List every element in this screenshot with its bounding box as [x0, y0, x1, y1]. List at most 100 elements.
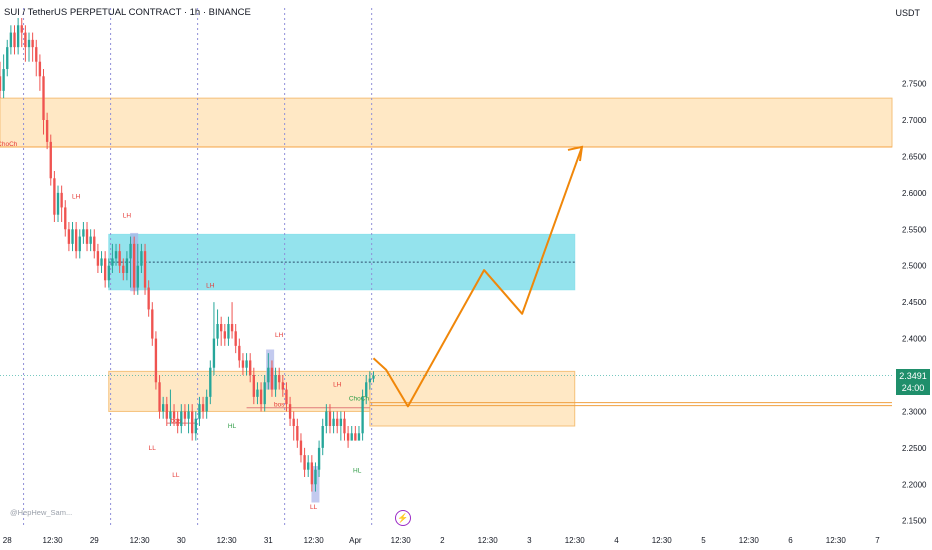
- candle-body-31: [111, 258, 114, 266]
- candle-body-62: [223, 331, 226, 339]
- x-tick-label-4: 30: [177, 536, 186, 545]
- candle-body-99: [357, 433, 361, 441]
- candle-body-47: [169, 411, 172, 419]
- y-tick-label-12: 2.1500: [902, 517, 927, 526]
- candle-body-54: [194, 418, 197, 434]
- x-tick-label-2: 29: [90, 536, 99, 545]
- candle-body-95: [343, 418, 346, 434]
- candle-body-6: [20, 25, 23, 33]
- candle-body-103: [372, 375, 375, 379]
- candle-body-46: [165, 404, 168, 419]
- candle-body-34: [122, 265, 125, 273]
- current-price-value: 2.3491: [899, 370, 927, 381]
- candle-body-26: [93, 236, 96, 252]
- lightning-icon[interactable]: ⚡: [395, 510, 411, 526]
- candle-body-92: [332, 418, 335, 426]
- candle-body-89: [321, 426, 324, 448]
- x-tick-label-13: 12:30: [565, 536, 586, 545]
- candle-body-73: [263, 382, 266, 405]
- candle-body-87: [314, 469, 317, 485]
- x-tick-label-0: 28: [3, 536, 12, 545]
- candle-countdown: 24:00: [901, 382, 925, 393]
- candle-body-55: [198, 404, 201, 419]
- candle-body-74: [267, 367, 270, 383]
- structure-label-6: bos: [274, 401, 285, 408]
- candle-body-2: [6, 47, 9, 69]
- candle-body-30: [107, 265, 110, 281]
- candle-body-57: [205, 396, 208, 412]
- x-tick-label-15: 12:30: [652, 536, 673, 545]
- candle-body-1: [2, 69, 5, 91]
- chart-title: SUI / TetherUS PERPETUAL CONTRACT · 1h ·…: [4, 7, 251, 18]
- candle-body-93: [336, 418, 339, 426]
- demand-zone-projection: [369, 370, 576, 427]
- candle-body-36: [129, 243, 132, 259]
- y-tick-label-9: 2.3000: [902, 407, 927, 416]
- candle-body-53: [191, 411, 194, 434]
- candle-body-88: [317, 447, 321, 470]
- structure-label-0: ChoCh: [0, 141, 18, 148]
- candle-body-81: [292, 418, 295, 426]
- structure-label-5: bos: [171, 417, 182, 424]
- candle-body-91: [328, 411, 332, 426]
- candle-body-41: [147, 287, 150, 310]
- structure-label-1: LH: [72, 194, 81, 201]
- candle-body-27: [96, 251, 100, 266]
- candle-body-56: [201, 404, 205, 412]
- candle-body-98: [354, 433, 357, 441]
- candle-body-58: [209, 367, 212, 397]
- candle-body-70: [252, 375, 255, 397]
- candle-body-4: [13, 32, 16, 48]
- candle-body-60: [216, 324, 219, 339]
- demand-zone-mid: [108, 370, 371, 412]
- candle-body-69: [249, 360, 252, 375]
- candle-body-17: [60, 192, 63, 208]
- y-tick-label-7: 2.4000: [902, 335, 927, 344]
- candle-body-49: [176, 418, 179, 426]
- projection-path: [372, 146, 583, 408]
- candle-body-33: [118, 251, 121, 266]
- candle-body-9: [31, 39, 34, 48]
- candle-body-16: [56, 192, 60, 215]
- y-tick-label-6: 2.4500: [902, 298, 927, 307]
- candle-body-25: [89, 236, 92, 244]
- candle-body-78: [281, 382, 285, 390]
- x-tick-label-5: 12:30: [217, 536, 238, 545]
- candle-body-14: [49, 141, 52, 179]
- y-tick-label-0: 2.7500: [902, 80, 927, 89]
- candle-body-43: [154, 338, 158, 383]
- candle-body-97: [350, 433, 353, 441]
- candle-body-52: [187, 411, 190, 419]
- structure-label-12: LH: [333, 382, 342, 389]
- y-tick-label-11: 2.2000: [902, 480, 927, 489]
- candle-body-5: [16, 25, 20, 48]
- x-tick-label-9: 12:30: [391, 536, 412, 545]
- candle-body-80: [288, 404, 292, 419]
- candle-body-65: [234, 331, 237, 346]
- candle-body-84: [303, 455, 306, 470]
- candle-body-11: [38, 61, 42, 77]
- structure-label-11: HL: [353, 468, 362, 475]
- candle-body-64: [230, 324, 234, 332]
- supply-zone-upper: [0, 97, 893, 148]
- x-tick-label-6: 31: [264, 536, 273, 545]
- x-tick-label-14: 4: [614, 536, 619, 545]
- candle-body-86: [310, 462, 314, 485]
- candle-body-51: [183, 411, 187, 419]
- x-tick-label-18: 6: [788, 536, 793, 545]
- x-tick-label-8: Apr: [349, 536, 362, 545]
- candle-body-7: [24, 32, 27, 48]
- author-watermark: @HepHew_Sam...: [10, 508, 73, 517]
- y-tick-label-5: 2.5000: [902, 262, 927, 271]
- structure-label-4: LH: [275, 332, 284, 339]
- candle-body-82: [296, 426, 299, 441]
- candle-body-48: [172, 411, 176, 419]
- candle-body-40: [143, 251, 147, 288]
- y-tick-label-4: 2.5500: [902, 225, 927, 234]
- candle-body-24: [85, 229, 89, 244]
- candle-body-3: [9, 32, 13, 48]
- current-price-badge: 2.3491 24:00: [896, 368, 930, 395]
- candle-body-19: [67, 229, 71, 244]
- candle-body-10: [35, 47, 38, 62]
